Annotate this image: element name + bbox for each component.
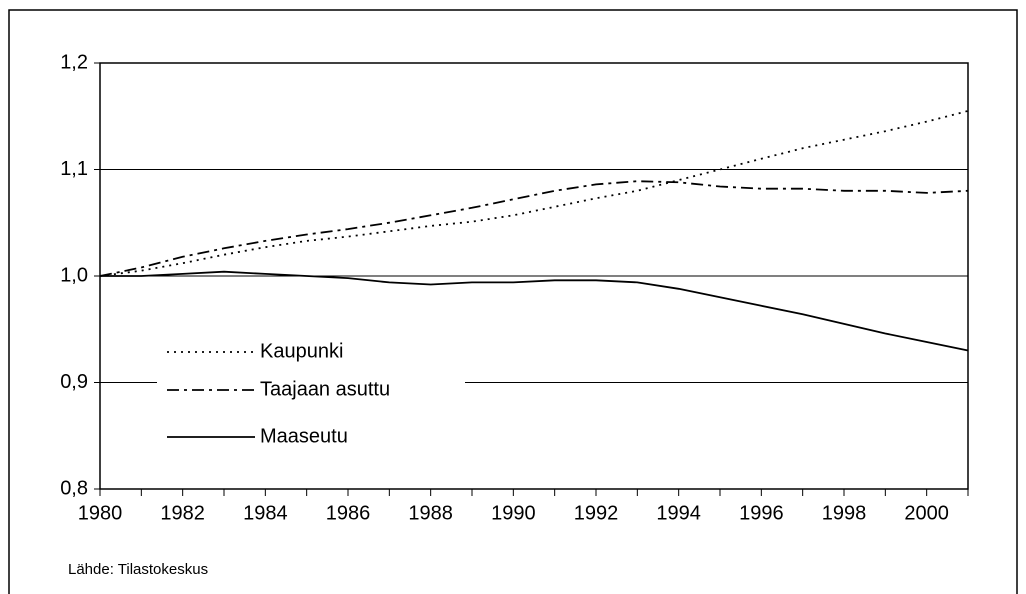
x-tick-label: 1984 [243, 502, 288, 524]
series-line [99, 110, 969, 277]
legend-label: Kaupunki [260, 340, 343, 362]
x-tick-label: 1998 [822, 502, 867, 524]
x-tick-label: 2000 [904, 502, 949, 524]
x-tick-label: 1994 [656, 502, 701, 524]
x-tick-label: 1982 [160, 502, 205, 524]
legend-label: Taajaan asuttu [260, 378, 390, 400]
y-tick-label: 0,9 [60, 371, 88, 393]
series-line [99, 180, 969, 277]
x-tick-label: 1986 [326, 502, 371, 524]
x-tick-label: 1988 [408, 502, 453, 524]
frame [8, 9, 1018, 594]
x-tick-label: 1996 [739, 502, 784, 524]
legend-box [157, 332, 465, 454]
y-tick-label: 0,8 [60, 477, 88, 499]
y-tick-label: 1,2 [60, 51, 88, 73]
series-line [100, 270, 969, 352]
source: Lähde: Tilastokeskus [68, 561, 208, 578]
y-tick-label: 1,0 [60, 264, 88, 286]
x-tick-label: 1992 [574, 502, 619, 524]
legend-label: Maaseutu [260, 425, 348, 447]
x-tick-label: 1990 [491, 502, 536, 524]
y-tick-label: 1,1 [60, 158, 88, 180]
x-tick-label: 1980 [78, 502, 123, 524]
